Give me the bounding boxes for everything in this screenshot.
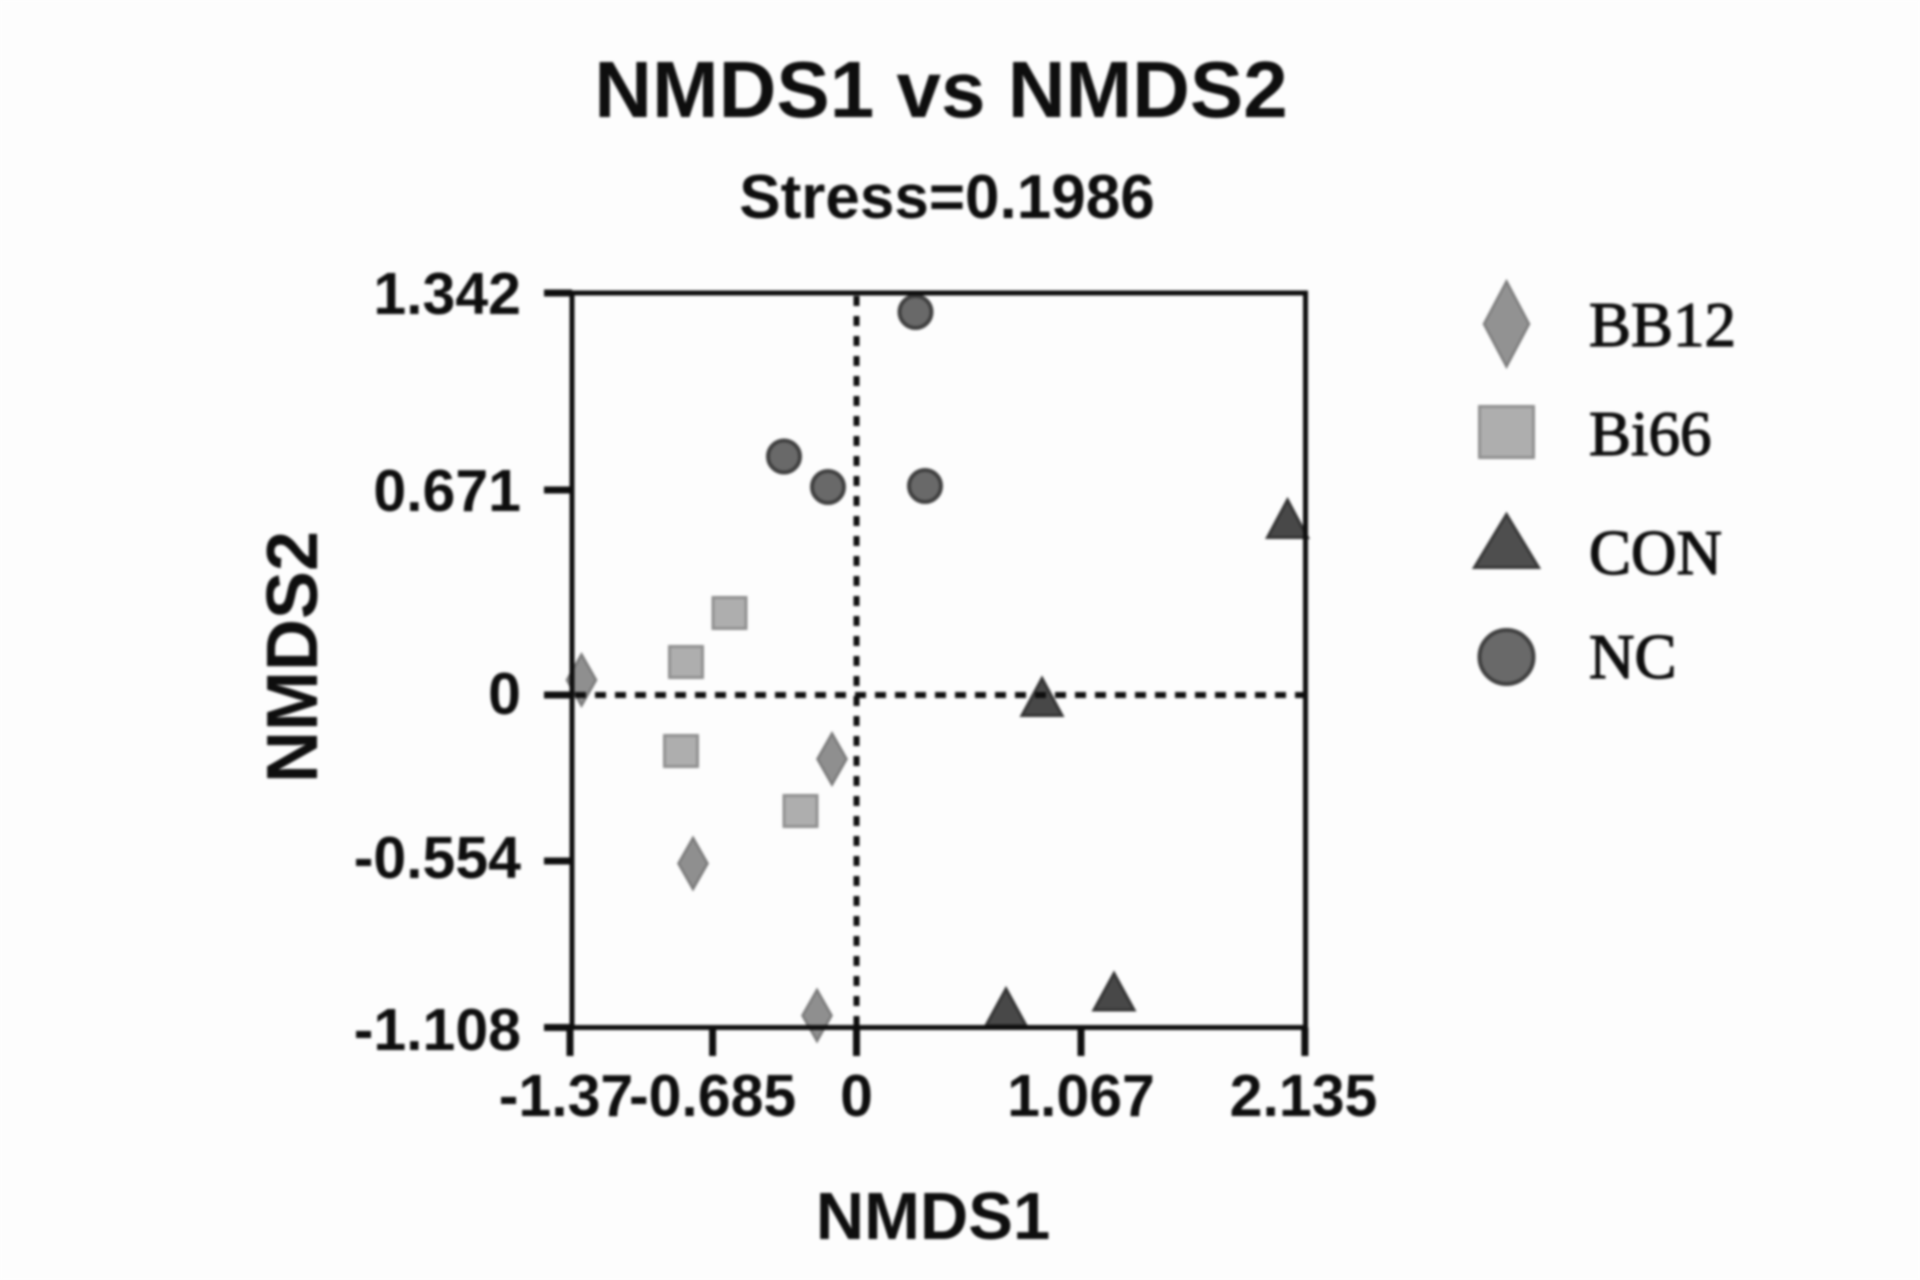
svg-text:2.135: 2.135 [1230, 1063, 1378, 1129]
svg-text:1.342: 1.342 [373, 261, 521, 327]
svg-text:NMDS1 vs NMDS2: NMDS1 vs NMDS2 [594, 45, 1288, 134]
svg-text:Stress=0.1986: Stress=0.1986 [739, 163, 1154, 232]
svg-text:BB12: BB12 [1589, 290, 1736, 360]
svg-text:0.671: 0.671 [373, 458, 521, 524]
svg-text:0: 0 [488, 661, 521, 727]
svg-text:Bi66: Bi66 [1589, 399, 1712, 469]
svg-text:CON: CON [1589, 518, 1722, 588]
svg-text:1.067: 1.067 [1007, 1063, 1155, 1129]
svg-text:-0.554: -0.554 [354, 825, 521, 891]
svg-text:-1.108: -1.108 [354, 997, 521, 1063]
svg-text:NMDS2: NMDS2 [253, 531, 333, 783]
svg-text:0: 0 [840, 1063, 873, 1129]
svg-text:NMDS1: NMDS1 [816, 1179, 1051, 1254]
svg-text:NC: NC [1589, 622, 1677, 692]
svg-text:-1.37: -1.37 [499, 1063, 633, 1129]
svg-text:-0.685: -0.685 [629, 1063, 796, 1129]
